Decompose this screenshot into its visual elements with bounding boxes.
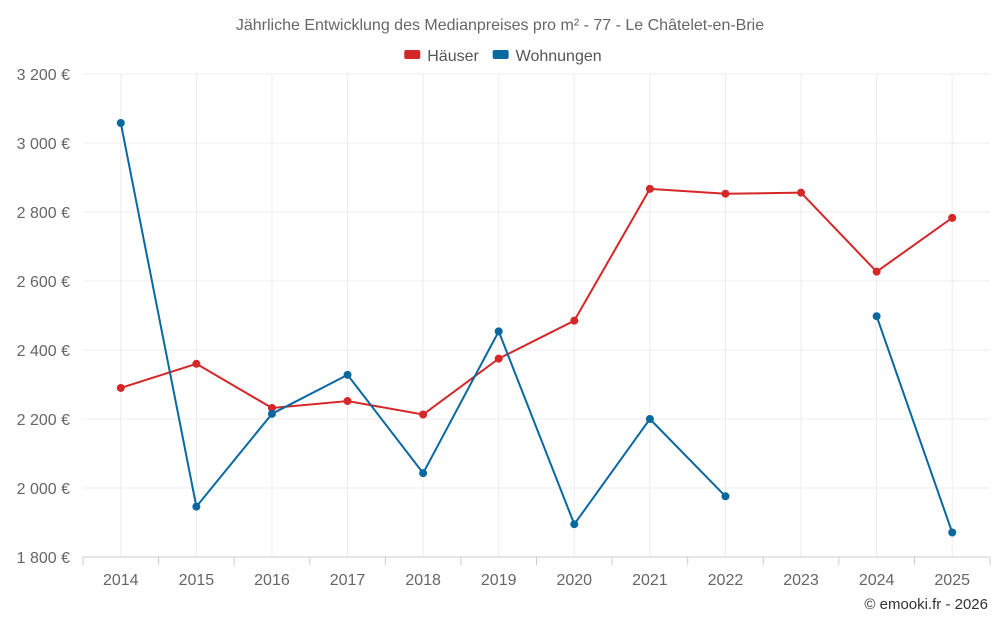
x-tick-label: 2025 — [934, 572, 970, 589]
data-point-häuser[interactable] — [192, 359, 201, 368]
data-point-häuser[interactable] — [419, 410, 428, 419]
x-tick-label: 2017 — [330, 572, 366, 589]
data-point-wohnungen[interactable] — [419, 469, 428, 478]
legend-item-häuser[interactable]: Häuser — [404, 48, 480, 65]
data-point-häuser[interactable] — [267, 403, 276, 412]
series-line-häuser — [119, 187, 954, 416]
series-line-wohnungen — [875, 315, 954, 534]
y-tick-label: 1 800 € — [17, 550, 70, 567]
chart-title: Jährliche Entwicklung des Medianpreises … — [236, 17, 764, 34]
series-layer — [116, 118, 957, 537]
data-point-häuser[interactable] — [645, 184, 654, 193]
x-tick-label: 2018 — [405, 572, 441, 589]
data-point-wohnungen[interactable] — [494, 327, 503, 336]
legend-swatch — [404, 50, 421, 59]
y-tick-label: 2 000 € — [17, 481, 70, 498]
legend-label: Wohnungen — [516, 48, 602, 65]
y-tick-label: 2 600 € — [17, 274, 70, 291]
x-tick-label: 2019 — [481, 572, 517, 589]
data-point-wohnungen[interactable] — [343, 370, 352, 379]
x-tick-label: 2021 — [632, 572, 668, 589]
data-point-wohnungen[interactable] — [645, 415, 654, 423]
legend-label: Häuser — [427, 48, 479, 65]
legend-swatch — [492, 50, 509, 59]
y-tick-label: 2 200 € — [17, 412, 70, 429]
x-tick-label: 2024 — [859, 572, 895, 589]
data-point-wohnungen[interactable] — [948, 528, 957, 537]
data-point-wohnungen[interactable] — [872, 312, 881, 321]
data-point-wohnungen[interactable] — [116, 118, 125, 127]
y-tick-label: 3 200 € — [17, 67, 70, 84]
x-tick-label: 2023 — [783, 572, 819, 589]
x-tick-label: 2020 — [556, 572, 592, 589]
data-point-häuser[interactable] — [116, 383, 125, 392]
y-tick-label: 3 000 € — [17, 136, 70, 153]
y-tick-label: 2 400 € — [17, 343, 70, 360]
x-tick-label: 2015 — [179, 572, 215, 589]
axes: 1 800 € 2 000 € 2 200 € 2 400 € 2 600 € 2 800… — [17, 67, 991, 589]
data-point-häuser[interactable] — [797, 188, 806, 197]
data-point-häuser[interactable] — [494, 354, 503, 363]
credit-text: © emooki.fr - 2026 — [864, 596, 988, 613]
data-point-wohnungen[interactable] — [570, 520, 579, 529]
legend-item-wohnungen[interactable]: Wohnungen — [492, 48, 602, 65]
data-point-wohnungen[interactable] — [192, 502, 201, 511]
legend: Häuser Wohnungen — [404, 48, 602, 65]
x-tick-label: 2016 — [254, 572, 290, 589]
data-point-wohnungen[interactable] — [721, 492, 730, 501]
data-point-häuser[interactable] — [872, 267, 881, 276]
x-tick-label: 2022 — [708, 572, 744, 589]
x-tick-label: 2014 — [103, 572, 139, 589]
grid-lines — [83, 73, 990, 557]
y-tick-label: 2 800 € — [17, 205, 70, 222]
data-point-häuser[interactable] — [570, 316, 579, 325]
data-point-wohnungen[interactable] — [267, 409, 276, 418]
data-point-häuser[interactable] — [343, 397, 352, 406]
data-point-häuser[interactable] — [948, 213, 957, 222]
data-point-häuser[interactable] — [721, 189, 730, 198]
